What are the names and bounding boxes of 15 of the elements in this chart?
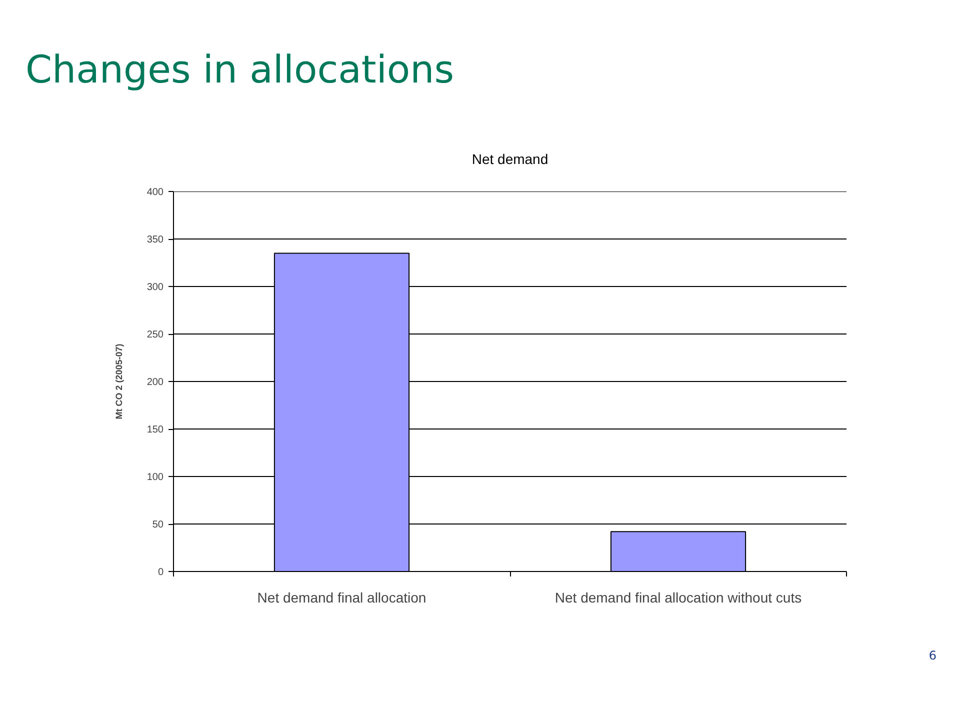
y-tick-label: 100	[146, 472, 164, 483]
x-tick-label: Net demand final allocation	[257, 590, 426, 606]
y-tick-label: 400	[146, 187, 164, 198]
y-tick-label: 300	[146, 282, 164, 293]
y-axis-title: Mt CO 2 (2005-07)	[114, 344, 124, 420]
text: 6	[928, 648, 937, 662]
x-tick-label: Net demand final allocation without cuts	[554, 590, 802, 606]
chart-title: Changes in allocations	[26, 48, 454, 92]
y-tick-label: 0	[158, 567, 164, 578]
y-tick-label: 250	[146, 330, 164, 340]
y-tick-label: 200	[146, 377, 164, 388]
y-tick-label: 50	[152, 520, 164, 530]
y-tick-label: 150	[146, 424, 164, 436]
chart-subtitle: Net demand	[472, 151, 548, 167]
y-tick-label: 350	[146, 234, 164, 246]
